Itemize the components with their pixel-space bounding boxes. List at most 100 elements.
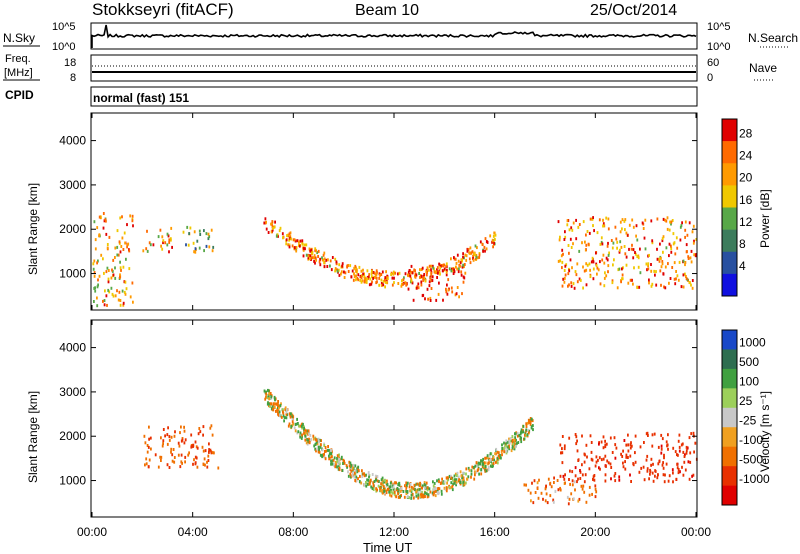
range-cell	[526, 421, 529, 425]
range-cell	[648, 278, 650, 282]
range-cell	[512, 440, 515, 444]
range-cell	[661, 437, 664, 441]
range-cell	[409, 274, 412, 278]
range-cell	[164, 434, 166, 438]
range-cell	[462, 471, 464, 475]
range-cell	[485, 247, 488, 251]
range-cell	[442, 298, 444, 302]
range-cell	[112, 258, 115, 262]
range-cell	[691, 230, 694, 234]
range-cell	[323, 261, 325, 265]
range-cell	[338, 467, 341, 471]
range-cell	[352, 278, 355, 282]
range-cell	[514, 436, 516, 440]
range-cell	[397, 492, 399, 496]
range-cell	[585, 283, 588, 287]
range-cell	[571, 479, 574, 483]
range-cell	[660, 283, 662, 287]
range-cell	[462, 480, 465, 484]
range-cell	[268, 397, 270, 401]
range-cell	[116, 289, 118, 293]
range-cell	[104, 218, 107, 222]
range-cell	[650, 457, 653, 461]
range-cell	[199, 233, 202, 236]
range-cell	[585, 268, 588, 272]
range-cell	[104, 289, 106, 293]
range-cell	[583, 480, 586, 484]
range-cell	[466, 477, 469, 481]
range-cell	[585, 262, 588, 266]
range-cell	[656, 257, 659, 261]
range-cell	[403, 495, 406, 499]
range-cell	[119, 299, 122, 302]
range-cell	[570, 246, 573, 249]
range-cell	[480, 459, 482, 463]
range-cell	[618, 478, 621, 482]
velocity-colorbar-label: Velocity [m s⁻¹]	[758, 391, 772, 472]
range-cell	[646, 469, 649, 473]
range-cell	[632, 462, 635, 466]
range-cell	[117, 298, 120, 302]
range-cell	[280, 415, 283, 419]
range-cell	[459, 264, 462, 268]
range-cell	[110, 276, 113, 280]
range-cell	[581, 241, 583, 245]
range-cell	[590, 457, 593, 461]
range-cell	[685, 275, 687, 278]
range-cell	[649, 468, 651, 472]
range-cell	[121, 236, 124, 240]
range-cell	[622, 465, 625, 469]
range-cell	[670, 250, 673, 254]
range-cell	[319, 445, 322, 449]
range-cell	[398, 271, 401, 275]
range-cell	[410, 279, 413, 283]
range-cell	[513, 438, 516, 442]
freq-right-tick-top: 60	[707, 57, 719, 69]
range-cell	[187, 453, 190, 457]
range-cell	[651, 433, 654, 437]
range-cell	[620, 452, 622, 456]
range-cell	[378, 276, 381, 280]
range-cell	[162, 428, 165, 431]
range-cell	[584, 248, 587, 252]
range-cell	[454, 472, 457, 476]
colorbar-tick-label: 500	[739, 355, 759, 369]
range-cell	[341, 264, 344, 268]
range-cell	[160, 455, 163, 459]
range-cell	[170, 450, 172, 454]
range-cell	[105, 294, 108, 298]
range-cell	[478, 255, 481, 259]
range-cell	[105, 232, 108, 236]
range-cell	[692, 224, 695, 228]
range-cell	[581, 434, 583, 438]
range-cell	[351, 269, 354, 273]
range-cell	[685, 445, 688, 449]
range-cell	[440, 492, 443, 496]
range-cell	[314, 442, 317, 446]
range-cell	[646, 268, 648, 272]
range-cell	[450, 481, 453, 485]
range-cell	[148, 437, 150, 441]
range-cell	[456, 286, 459, 289]
range-cell	[608, 251, 610, 255]
range-cell	[168, 438, 171, 442]
colorbar-tick-label: 28	[739, 126, 753, 140]
range-cell	[688, 221, 691, 225]
range-cell	[487, 466, 490, 469]
range-cell	[291, 418, 294, 422]
range-cell	[668, 254, 670, 258]
range-cell	[371, 275, 373, 279]
range-cell	[524, 431, 527, 435]
time-axis-label: Time UT	[363, 540, 412, 554]
range-cell	[108, 290, 111, 294]
range-cell	[370, 269, 373, 273]
range-cell	[582, 484, 585, 488]
range-cell	[320, 439, 322, 443]
range-cell	[632, 225, 635, 229]
range-cell	[493, 458, 495, 462]
range-cell	[682, 473, 685, 477]
range-cell	[410, 493, 413, 497]
range-cell	[271, 222, 273, 226]
